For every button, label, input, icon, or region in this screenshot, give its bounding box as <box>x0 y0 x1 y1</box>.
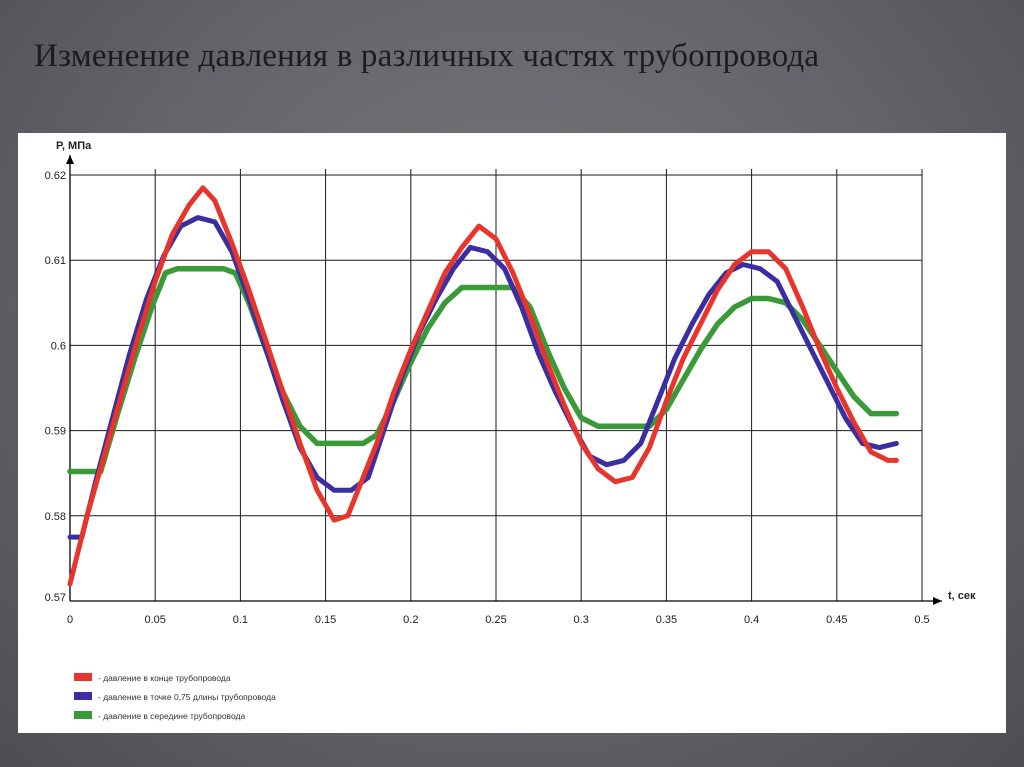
x-tick-label: 0.3 <box>574 614 589 626</box>
x-tick-label: 0.1 <box>233 614 248 626</box>
x-tick-label: 0.15 <box>315 614 336 626</box>
y-tick-label: 0.61 <box>45 255 66 267</box>
legend-swatch <box>74 673 92 681</box>
legend-entry: - давление в конце трубопровода <box>98 673 231 683</box>
chart-legend: - давление в конце трубопровода - давлени… <box>74 673 276 721</box>
legend-swatch <box>74 692 92 700</box>
x-tick-label: 0.05 <box>144 614 165 626</box>
x-tick-label: 0 <box>67 614 73 626</box>
page-title: Изменение давления в различных частях тр… <box>34 38 820 74</box>
chart-series <box>67 185 900 587</box>
y-tick-label: 0.58 <box>45 511 66 523</box>
y-tick-label: 0.6 <box>51 340 66 352</box>
x-axis-arrow <box>933 597 942 605</box>
series-line-0 <box>67 185 899 587</box>
y-tick-label: 0.62 <box>45 170 66 182</box>
x-tick-label: 0.45 <box>826 614 847 626</box>
y-tick-label: 0.59 <box>45 426 66 438</box>
chart-tick-labels: 0 0.05 0.1 0.15 0.2 0.25 0.3 0.35 0.4 0.45 0.5 0.57… <box>45 170 930 626</box>
x-axis-label: t, сек <box>948 590 976 602</box>
legend-entry: - давление в точке 0,75 длины трубопрово… <box>98 692 276 702</box>
legend-swatch <box>74 711 92 719</box>
x-tick-label: 0.2 <box>403 614 418 626</box>
x-tick-label: 0.5 <box>914 614 929 626</box>
x-tick-label: 0.25 <box>485 614 506 626</box>
chart-grid <box>69 169 923 601</box>
y-axis-arrow <box>66 155 74 164</box>
series-line-2 <box>67 265 900 475</box>
x-tick-label: 0.35 <box>656 614 677 626</box>
pressure-chart: P, МПа t, сек 0 0.05 0.1 0.15 0.2 0.25 0.3 0.35… <box>45 140 976 721</box>
x-tick-label: 0.4 <box>744 614 759 626</box>
chart-axes: P, МПа t, сек <box>56 140 976 605</box>
series-line-1 <box>67 215 899 540</box>
y-axis-label: P, МПа <box>56 140 92 152</box>
chart-panel: P, МПа t, сек 0 0.05 0.1 0.15 0.2 0.25 0.3 0.35… <box>18 133 1006 733</box>
y-tick-label: 0.57 <box>45 592 66 604</box>
legend-entry: - давление в середине трубопровода <box>98 711 245 721</box>
